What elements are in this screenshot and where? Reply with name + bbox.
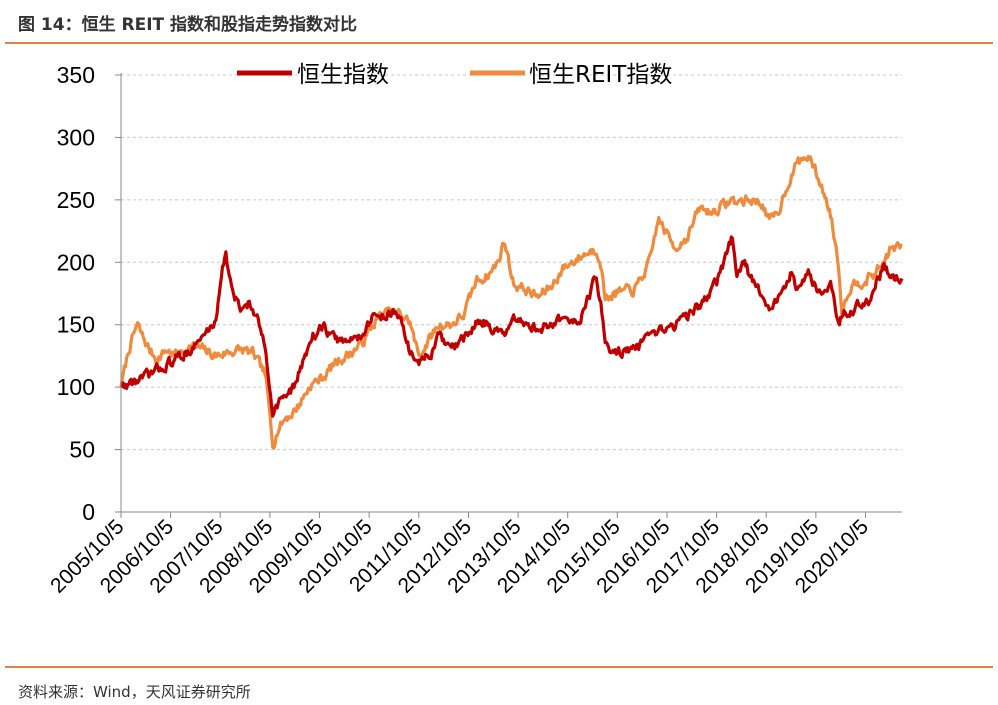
- y-tick-label: 100: [57, 374, 95, 400]
- title-rule: [5, 42, 993, 44]
- legend-label: 恒生REIT指数: [529, 62, 672, 88]
- y-tick-label: 250: [57, 187, 95, 213]
- legend: 恒生指数 恒生REIT指数: [237, 62, 672, 88]
- source-rule: [5, 666, 993, 668]
- x-tick-labels: 2005/10/52006/10/52007/10/52008/10/52009…: [46, 515, 873, 597]
- axes: [115, 73, 902, 518]
- y-tick-labels: 0 50 100 150 200 250 300 350: [57, 62, 95, 525]
- source-note: 资料来源：Wind，天风证券研究所: [18, 683, 251, 701]
- y-tick-label: 150: [57, 312, 95, 338]
- y-tick-label: 200: [57, 249, 95, 275]
- y-tick-label: 0: [82, 499, 95, 525]
- line-chart: 0 50 100 150 200 250 300 350 2005/10/52006/10/5…: [46, 62, 904, 598]
- gridlines: [121, 74, 902, 451]
- y-tick-label: 50: [69, 437, 95, 463]
- series-line: [119, 235, 904, 418]
- series-line: [119, 154, 903, 450]
- series-group: [119, 154, 904, 450]
- figure-title: 图 14：恒生 REIT 指数和股指走势指数对比: [18, 15, 358, 35]
- legend-label: 恒生指数: [297, 62, 389, 88]
- y-tick-label: 300: [57, 124, 95, 150]
- y-tick-label: 350: [57, 62, 95, 88]
